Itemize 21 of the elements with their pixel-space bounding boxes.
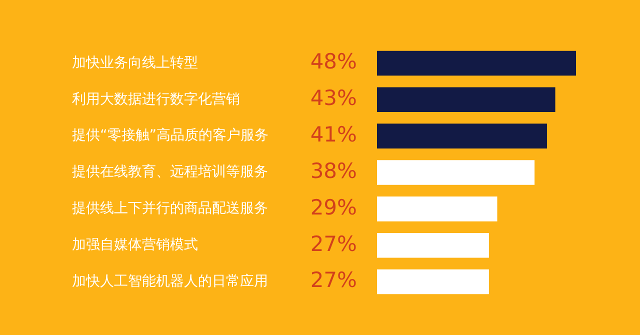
data-label: 41% <box>310 122 357 147</box>
bar <box>377 160 535 185</box>
y-tick-label: 利用大数据进行数字化营销 <box>72 91 240 108</box>
y-tick-label: 提供线上下并行的商品配送服务 <box>72 200 268 217</box>
data-label: 29% <box>310 195 357 220</box>
bar <box>377 124 547 148</box>
y-tick-label: 加快人工智能机器人的日常应用 <box>72 273 268 290</box>
bar <box>377 50 576 76</box>
y-tick-label: 提供“零接触”高品质的客户服务 <box>72 128 269 144</box>
data-label: 43% <box>310 86 357 110</box>
data-label: 27% <box>310 232 357 256</box>
bar <box>377 87 556 112</box>
data-label: 38% <box>310 158 357 183</box>
bar <box>377 269 489 294</box>
data-label: 27% <box>310 268 357 292</box>
data-label: 48% <box>310 50 357 74</box>
y-tick-label: 加快业务向线上转型 <box>72 54 198 71</box>
bar <box>377 196 498 222</box>
bar <box>377 232 489 258</box>
y-tick-label: 提供在线教育、远程培训等服务 <box>72 163 268 180</box>
y-tick-label: 加强自媒体营销模式 <box>72 237 198 253</box>
